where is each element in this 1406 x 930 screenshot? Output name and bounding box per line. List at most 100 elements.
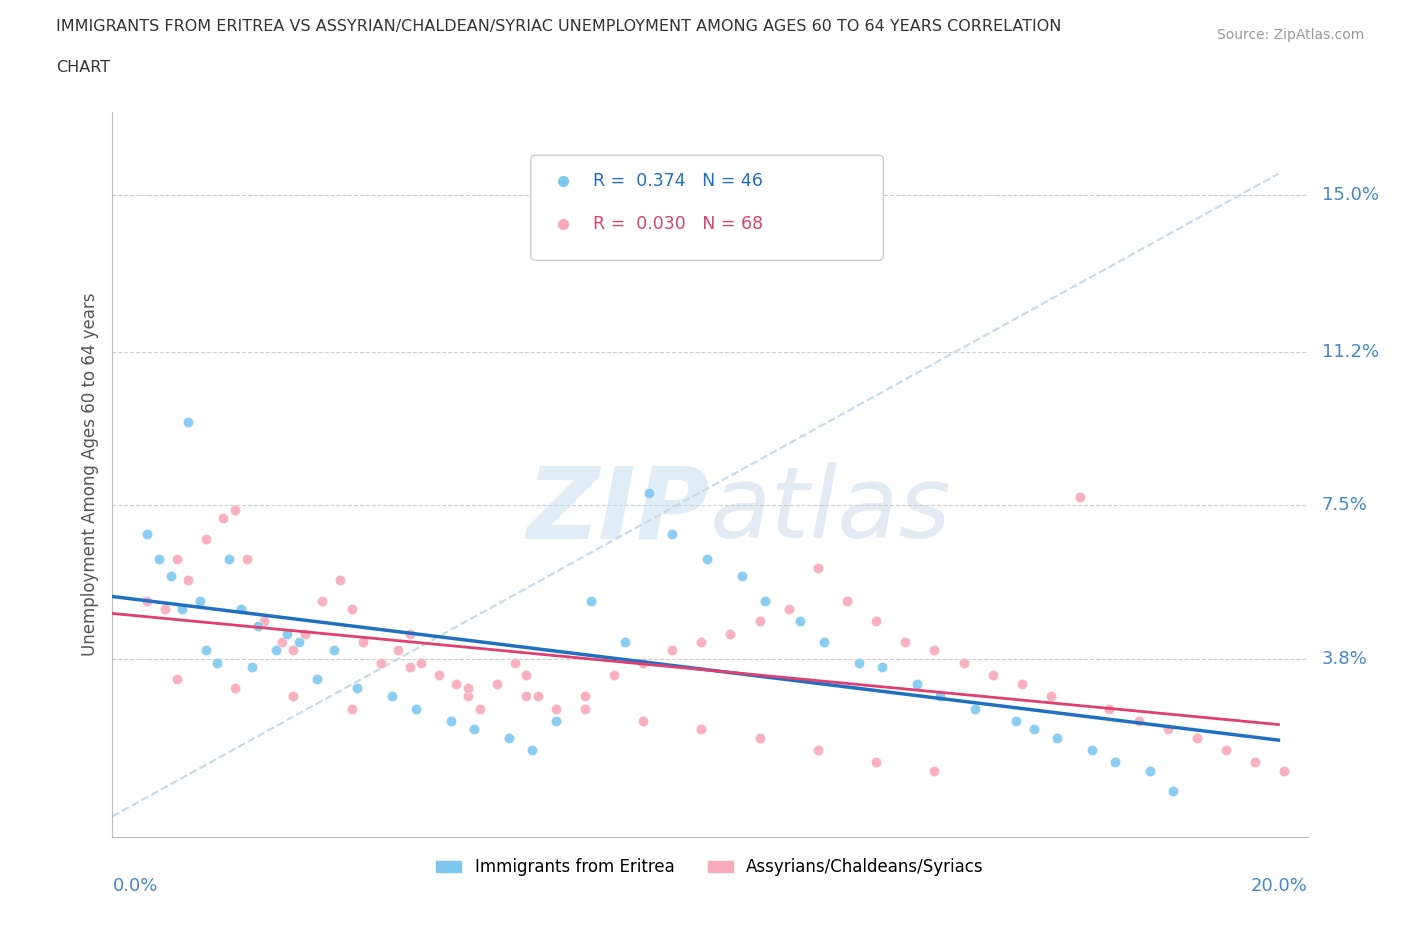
Point xyxy=(305,672,328,687)
Y-axis label: Unemployment Among Ages 60 to 64 years: Unemployment Among Ages 60 to 64 years xyxy=(80,293,98,656)
Point xyxy=(807,742,830,757)
Point xyxy=(446,676,468,691)
Point xyxy=(778,602,800,617)
Point xyxy=(1104,755,1126,770)
Point xyxy=(522,742,544,757)
Point xyxy=(352,635,374,650)
Point xyxy=(323,643,346,658)
Text: 15.0%: 15.0% xyxy=(1322,185,1379,204)
Point xyxy=(1069,490,1091,505)
Point xyxy=(835,593,858,608)
Point xyxy=(614,635,637,650)
Point xyxy=(865,755,887,770)
Point xyxy=(1046,730,1069,745)
Text: 7.5%: 7.5% xyxy=(1322,497,1368,514)
Point xyxy=(340,701,363,716)
Point xyxy=(574,688,596,703)
Point xyxy=(754,593,776,608)
Point xyxy=(631,713,654,728)
Point xyxy=(153,602,176,617)
Point xyxy=(952,656,974,671)
Point xyxy=(544,713,567,728)
Point xyxy=(235,551,257,566)
Point xyxy=(1139,764,1161,778)
FancyBboxPatch shape xyxy=(531,155,883,260)
Point xyxy=(346,681,368,696)
Point xyxy=(1163,784,1185,799)
Point xyxy=(486,676,509,691)
Point xyxy=(270,635,292,650)
Point xyxy=(1081,742,1104,757)
Point xyxy=(574,701,596,716)
Point xyxy=(439,713,461,728)
Text: atlas: atlas xyxy=(710,462,952,559)
Point xyxy=(294,627,316,642)
Point xyxy=(515,688,537,703)
Point xyxy=(405,701,427,716)
Point xyxy=(848,656,870,671)
Point xyxy=(463,722,485,737)
Text: 0.0%: 0.0% xyxy=(112,877,157,895)
Point xyxy=(224,681,246,696)
Point xyxy=(1005,713,1028,728)
Point xyxy=(579,593,602,608)
Point xyxy=(398,659,420,674)
Point xyxy=(194,531,217,546)
Point xyxy=(264,643,287,658)
Point xyxy=(457,688,479,703)
Point xyxy=(924,643,946,658)
Point xyxy=(544,701,567,716)
Point xyxy=(229,602,252,617)
Point xyxy=(136,593,159,608)
Text: Source: ZipAtlas.com: Source: ZipAtlas.com xyxy=(1216,28,1364,42)
Point xyxy=(905,676,928,691)
Point xyxy=(865,614,887,629)
Legend: Immigrants from Eritrea, Assyrians/Chaldeans/Syriacs: Immigrants from Eritrea, Assyrians/Chald… xyxy=(430,852,990,883)
Text: R =  0.374   N = 46: R = 0.374 N = 46 xyxy=(593,171,763,190)
Point xyxy=(177,573,200,588)
Text: 20.0%: 20.0% xyxy=(1251,877,1308,895)
Point xyxy=(188,593,211,608)
Point xyxy=(789,614,811,629)
Point xyxy=(283,688,305,703)
Text: IMMIGRANTS FROM ERITREA VS ASSYRIAN/CHALDEAN/SYRIAC UNEMPLOYMENT AMONG AGES 60 T: IMMIGRANTS FROM ERITREA VS ASSYRIAN/CHAL… xyxy=(56,19,1062,33)
Point xyxy=(398,627,420,642)
Point xyxy=(218,551,240,566)
Point xyxy=(807,560,830,575)
Point xyxy=(166,551,188,566)
Point xyxy=(503,656,526,671)
Point xyxy=(661,643,683,658)
Point xyxy=(212,511,235,525)
Point xyxy=(468,701,491,716)
Point xyxy=(411,656,433,671)
Point xyxy=(370,656,392,671)
Point xyxy=(387,643,409,658)
Point xyxy=(136,527,159,542)
Point xyxy=(690,635,713,650)
Point xyxy=(498,730,520,745)
Point xyxy=(1022,722,1045,737)
Point xyxy=(690,722,713,737)
Point xyxy=(329,573,352,588)
Point xyxy=(1156,722,1178,737)
Point xyxy=(527,688,550,703)
Point xyxy=(288,635,311,650)
Point xyxy=(631,656,654,671)
Text: 11.2%: 11.2% xyxy=(1322,343,1379,361)
Point xyxy=(207,656,229,671)
Point xyxy=(427,668,450,683)
Point xyxy=(1128,713,1150,728)
Point xyxy=(748,730,770,745)
Point xyxy=(1185,730,1208,745)
Point xyxy=(340,602,363,617)
Point xyxy=(1040,688,1063,703)
Point xyxy=(253,614,276,629)
Point xyxy=(311,593,333,608)
Point xyxy=(148,551,170,566)
Text: R =  0.030   N = 68: R = 0.030 N = 68 xyxy=(593,215,763,233)
Point xyxy=(177,415,200,430)
Point xyxy=(1272,764,1295,778)
Point xyxy=(1011,676,1033,691)
Text: CHART: CHART xyxy=(56,60,110,75)
Point xyxy=(515,668,537,683)
